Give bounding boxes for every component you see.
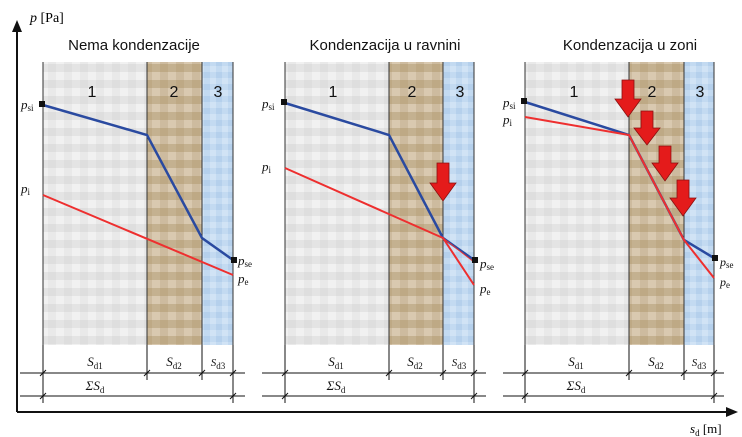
sd3-label: Sd3 xyxy=(211,357,226,371)
layer-number: 3 xyxy=(456,84,465,101)
layer-number: 1 xyxy=(570,84,579,101)
total-sd-label: ΣSd xyxy=(326,378,346,395)
layer-2 xyxy=(147,62,202,345)
psi-marker xyxy=(281,99,287,105)
layer-number: 2 xyxy=(648,84,657,101)
p-e-label: pe xyxy=(479,281,491,297)
layer-number: 2 xyxy=(408,84,417,101)
x-axis-arrowhead xyxy=(726,407,738,417)
panel-title: Kondenzacija u ravnini xyxy=(310,37,461,54)
x-axis-label: sd [m] xyxy=(690,421,722,437)
p-se-label: pse xyxy=(237,253,252,269)
p-i-label: pi xyxy=(20,181,31,197)
y-axis-label: p [Pa] xyxy=(29,11,64,26)
panel-title: Nema kondenzacije xyxy=(68,37,200,54)
layer-2 xyxy=(389,62,443,345)
layer-1 xyxy=(43,62,147,345)
p-i-label: pi xyxy=(502,112,513,128)
p-si-label: psi xyxy=(502,95,516,111)
panel-plane-condensation: Kondenzacija u ravnini 1 2 3 psi pi pse … xyxy=(261,37,494,403)
panel-title: Kondenzacija u zoni xyxy=(563,37,697,54)
psi-marker xyxy=(521,98,527,104)
p-se-label: pse xyxy=(479,256,494,272)
partial-pressure-line xyxy=(42,194,234,276)
condensation-arrow xyxy=(614,79,642,118)
layer-3 xyxy=(443,62,474,345)
psi-marker xyxy=(39,101,45,107)
partial-pressure-line-dashed xyxy=(442,237,475,263)
sd2-label: Sd2 xyxy=(407,354,423,371)
layer-number: 2 xyxy=(170,84,179,101)
p-se-label: pse xyxy=(719,255,734,270)
p-e-label: pe xyxy=(237,271,249,287)
pse-marker xyxy=(231,257,237,263)
sd3-label: Sd3 xyxy=(692,357,707,371)
layer-1 xyxy=(285,62,389,345)
p-si-label: psi xyxy=(261,96,275,112)
layer-number: 3 xyxy=(696,84,705,101)
layer-number: 1 xyxy=(329,84,338,101)
sd2-label: Sd2 xyxy=(648,354,664,371)
layer-number: 1 xyxy=(88,84,97,101)
p-si-label: psi xyxy=(20,97,34,113)
p-e-label: pe xyxy=(719,275,730,290)
pse-marker xyxy=(472,257,478,263)
saturation-pressure-line xyxy=(42,103,234,262)
y-axis-arrowhead xyxy=(12,20,22,32)
sd1-label: Sd1 xyxy=(328,354,344,371)
saturation-pressure-line xyxy=(284,101,475,262)
sd2-label: Sd2 xyxy=(166,354,182,371)
panel-no-condensation: Nema kondenzacije 1 2 3 psi pi pse pe Sd… xyxy=(20,37,252,403)
sd3-label: Sd3 xyxy=(452,357,467,371)
layer-3 xyxy=(202,62,233,345)
sd1-label: Sd1 xyxy=(568,354,584,371)
layer-1 xyxy=(525,62,629,345)
sd1-label: Sd1 xyxy=(87,354,103,371)
partial-pressure-line xyxy=(524,116,715,279)
layer-number: 3 xyxy=(214,84,223,101)
pse-marker xyxy=(712,255,718,261)
p-i-label: pi xyxy=(261,159,272,175)
total-sd-label: ΣSd xyxy=(85,378,105,395)
condensation-arrow xyxy=(669,179,697,217)
panel-zone-condensation: Kondenzacija u zoni 1 2 3 psi pi pse pe xyxy=(502,37,734,403)
condensation-arrow xyxy=(633,110,661,146)
total-sd-label: ΣSd xyxy=(566,378,586,395)
condensation-arrow xyxy=(429,162,457,202)
condensation-arrow xyxy=(651,145,679,182)
